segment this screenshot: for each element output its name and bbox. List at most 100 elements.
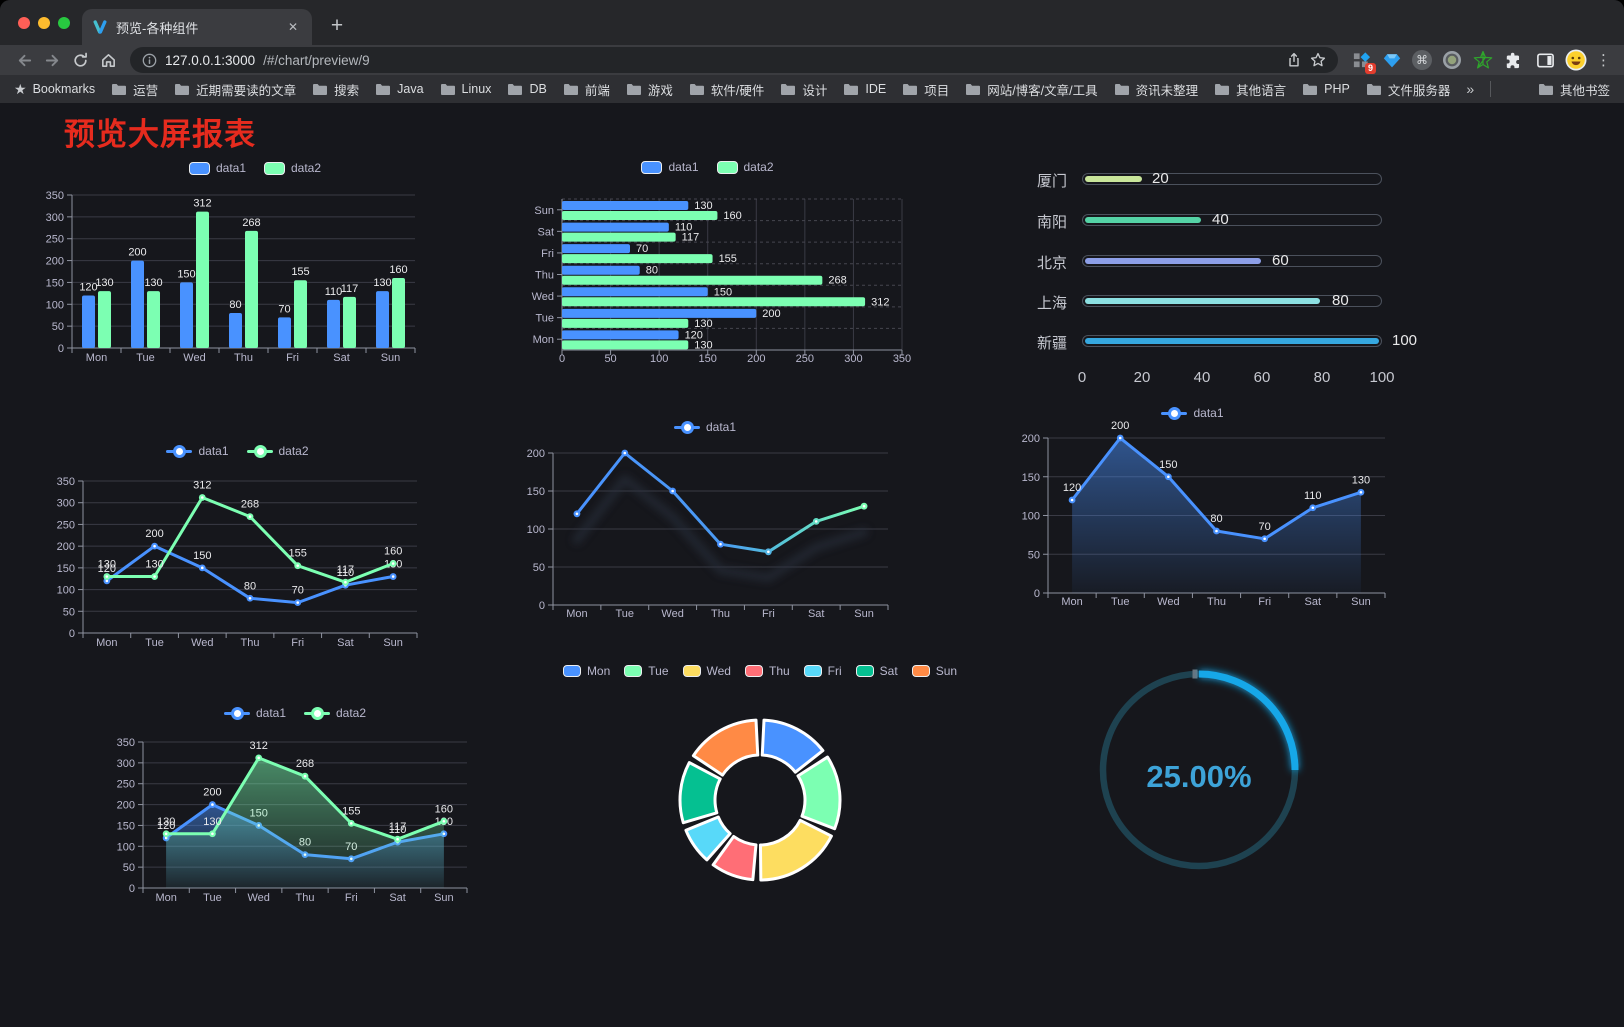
legend-item-Tue[interactable]: Tue xyxy=(624,664,669,678)
progress-track[interactable] xyxy=(1082,335,1382,347)
browser-tab[interactable]: 预览-各种组件 ✕ xyxy=(82,9,312,45)
legend-item-data1[interactable]: data1 xyxy=(188,161,246,175)
site-info-icon[interactable] xyxy=(142,53,157,68)
legend-swatch-icon xyxy=(562,665,581,677)
chart-area-single[interactable]: data1 0 50 100 150 200 Mon Tue Wed Thu Fri Sat Sun 12… xyxy=(985,400,1400,620)
chart-bar-vertical[interactable]: data1 data2 0 50 100 150 200 250 300 350 Mon Tue Wed… xyxy=(45,150,465,375)
bookmark-bookmarks[interactable]: ★ Bookmarks xyxy=(14,81,95,98)
bookmark-folder[interactable]: PHP xyxy=(1302,82,1350,96)
svg-text:200: 200 xyxy=(203,787,221,799)
bookmark-folder[interactable]: Java xyxy=(375,82,424,96)
legend-item-Thu[interactable]: Thu xyxy=(744,664,790,678)
folder-icon xyxy=(903,83,918,95)
svg-text:268: 268 xyxy=(241,499,259,511)
bookmark-folder[interactable]: 项目 xyxy=(902,80,949,99)
legend-item-data1[interactable]: data1 xyxy=(673,420,736,434)
legend-item-data1[interactable]: data1 xyxy=(641,160,699,174)
extension-record-icon[interactable] xyxy=(1441,49,1463,71)
bookmark-folder[interactable]: 游戏 xyxy=(626,80,673,99)
svg-text:Sat: Sat xyxy=(537,226,554,238)
new-tab-button[interactable]: + xyxy=(330,14,344,37)
chart-bar-horizontal[interactable]: data1 data2 0 50 100 150 200 250 300 350 Mon Tue Wed… xyxy=(500,152,915,372)
home-button[interactable] xyxy=(94,46,122,74)
bookmark-folder[interactable]: Linux xyxy=(440,82,491,96)
legend-item-Wed[interactable]: Wed xyxy=(682,664,731,678)
extension-star-icon[interactable] xyxy=(1472,49,1494,71)
legend-item-Sun[interactable]: Sun xyxy=(911,664,957,678)
chart-gauge[interactable]: 25.00% xyxy=(1094,665,1304,875)
svg-text:Sun: Sun xyxy=(434,892,454,904)
bookmark-folder[interactable]: 运营 xyxy=(111,80,158,99)
legend-item-data2[interactable]: data2 xyxy=(304,706,366,720)
extension-command-icon[interactable]: ⌘ xyxy=(1412,50,1432,70)
bookmark-folder[interactable]: 文件服务器 xyxy=(1366,80,1450,99)
legend-item-Fri[interactable]: Fri xyxy=(803,664,842,678)
bookmark-folder[interactable]: 资讯未整理 xyxy=(1114,80,1198,99)
svg-text:100: 100 xyxy=(1022,511,1040,523)
svg-text:350: 350 xyxy=(893,353,911,365)
legend-item-data2[interactable]: data2 xyxy=(716,160,774,174)
legend-item-data2[interactable]: data2 xyxy=(264,161,321,175)
bookmark-folder[interactable]: 其他语言 xyxy=(1214,80,1286,99)
browser-menu-button[interactable]: ⋮ xyxy=(1596,52,1611,69)
svg-text:50: 50 xyxy=(52,321,64,333)
svg-text:70: 70 xyxy=(636,243,648,255)
bookmark-folder-label: 运营 xyxy=(133,83,159,98)
chart-progress-bars[interactable]: 厦门 20 南阳 40 北京 60 上海 80 新疆 100 0 20 40 60 80 100 xyxy=(990,150,1420,394)
back-button[interactable] xyxy=(10,46,38,74)
folder-icon xyxy=(1366,83,1381,95)
progress-track[interactable] xyxy=(1082,173,1382,185)
legend-item-Mon[interactable]: Mon xyxy=(562,664,610,678)
chart-line-multi[interactable]: data1 data2 0 50 100 150 200 250 300 350 Mon Tue Wed… xyxy=(45,430,430,658)
tab-close-button[interactable]: ✕ xyxy=(287,20,299,34)
legend-item-data2[interactable]: data2 xyxy=(246,444,309,458)
bookmark-folder[interactable]: 前端 xyxy=(563,80,610,99)
bookmark-folder[interactable]: DB xyxy=(507,82,547,96)
svg-text:150: 150 xyxy=(177,268,195,280)
legend-swatch-icon xyxy=(641,160,663,174)
minimize-window-button[interactable] xyxy=(38,17,50,29)
svg-text:150: 150 xyxy=(57,563,75,575)
bookmark-folder[interactable]: 软件/硬件 xyxy=(689,80,764,99)
extension-gem-icon[interactable] xyxy=(1381,49,1403,71)
bookmark-folder[interactable]: 网站/博客/文章/工具 xyxy=(965,80,1098,99)
reload-button[interactable] xyxy=(66,46,94,74)
chart-area-double[interactable]: data1 data2 0 50 100 150 200 250 300 350 Mon Tue Wed… xyxy=(105,695,485,920)
bookmark-folder[interactable]: 搜索 xyxy=(312,80,359,99)
legend-label: Sat xyxy=(879,664,898,678)
side-panel-button[interactable] xyxy=(1534,49,1556,71)
close-window-button[interactable] xyxy=(18,17,30,29)
progress-track[interactable] xyxy=(1082,214,1382,226)
url-bar[interactable]: 127.0.0.1:3000 /#/chart/preview/9 xyxy=(130,47,1338,73)
legend-item-data1[interactable]: data1 xyxy=(223,706,286,720)
share-icon[interactable] xyxy=(1286,52,1302,68)
progress-track[interactable] xyxy=(1082,255,1382,267)
svg-text:200: 200 xyxy=(1022,433,1040,445)
bookmark-star-icon[interactable] xyxy=(1310,52,1326,68)
extensions-puzzle-button[interactable] xyxy=(1503,49,1525,71)
legend-item-Sat[interactable]: Sat xyxy=(855,664,898,678)
chart-donut[interactable] xyxy=(670,710,850,890)
star-icon: ★ xyxy=(14,80,27,97)
zoom-window-button[interactable] xyxy=(58,17,70,29)
bookmarks-overflow-button[interactable]: » xyxy=(1466,81,1475,97)
chart-line-gradient[interactable]: data1 0 50 100 150 200 Mon Tue Wed Thu Fri Sat Sun xyxy=(505,410,905,638)
progress-track[interactable] xyxy=(1082,295,1382,307)
folder-icon xyxy=(112,83,127,95)
bookmark-folder[interactable]: IDE xyxy=(843,82,886,96)
svg-text:130: 130 xyxy=(203,816,221,828)
legend-swatch-icon xyxy=(716,160,738,174)
forward-button[interactable] xyxy=(38,46,66,74)
profile-avatar[interactable] xyxy=(1565,49,1587,71)
svg-text:Fri: Fri xyxy=(286,352,299,364)
bookmark-folder[interactable]: 设计 xyxy=(780,80,827,99)
svg-text:200: 200 xyxy=(762,308,780,320)
legend-item-data1[interactable]: data1 xyxy=(1161,406,1224,420)
svg-text:Thu: Thu xyxy=(241,637,260,649)
bookmark-folder[interactable]: 近期需要读的文章 xyxy=(174,80,296,99)
extension-grid-icon[interactable]: 9 xyxy=(1350,49,1376,74)
legend-item-data1[interactable]: data1 xyxy=(166,444,229,458)
legend-swatch-icon xyxy=(803,665,822,677)
legend-label: Wed xyxy=(706,664,731,678)
other-bookmarks-button[interactable]: 其他书签 xyxy=(1538,80,1610,99)
